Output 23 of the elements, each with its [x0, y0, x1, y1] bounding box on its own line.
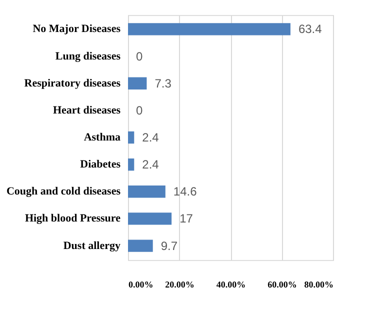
y-tick-label: Respiratory diseases: [24, 77, 122, 90]
data-label: 0: [136, 103, 143, 118]
data-label: 7.3: [154, 76, 172, 90]
data-label: 17: [180, 212, 194, 226]
data-label: 2.4: [142, 130, 160, 144]
y-tick-label: Diabetes: [80, 158, 122, 171]
y-tick-label: Dust allergy: [63, 240, 121, 252]
x-tick-label: 0.00%: [128, 280, 154, 290]
data-label: 0: [136, 49, 143, 64]
y-tick-label: Lung diseases: [55, 50, 122, 62]
y-tick-label: No Major Diseases: [32, 23, 122, 36]
x-tick-label: 40.00%: [216, 280, 246, 290]
data-label: 63.4: [298, 22, 322, 36]
data-label: 14.6: [173, 184, 198, 199]
x-tick-label: 20.00%: [165, 280, 194, 290]
data-label: 2.4: [142, 158, 160, 172]
x-tick-label: 60.00%: [268, 280, 297, 290]
y-tick-label: Cough and cold diseases: [6, 186, 122, 198]
data-label: 9.7: [160, 238, 178, 253]
y-tick-label: Asthma: [84, 132, 121, 144]
x-tick-label: 80.00%: [304, 280, 334, 290]
y-tick-label: High blood Pressure: [24, 212, 121, 225]
y-tick-label: Heart diseases: [52, 104, 122, 116]
